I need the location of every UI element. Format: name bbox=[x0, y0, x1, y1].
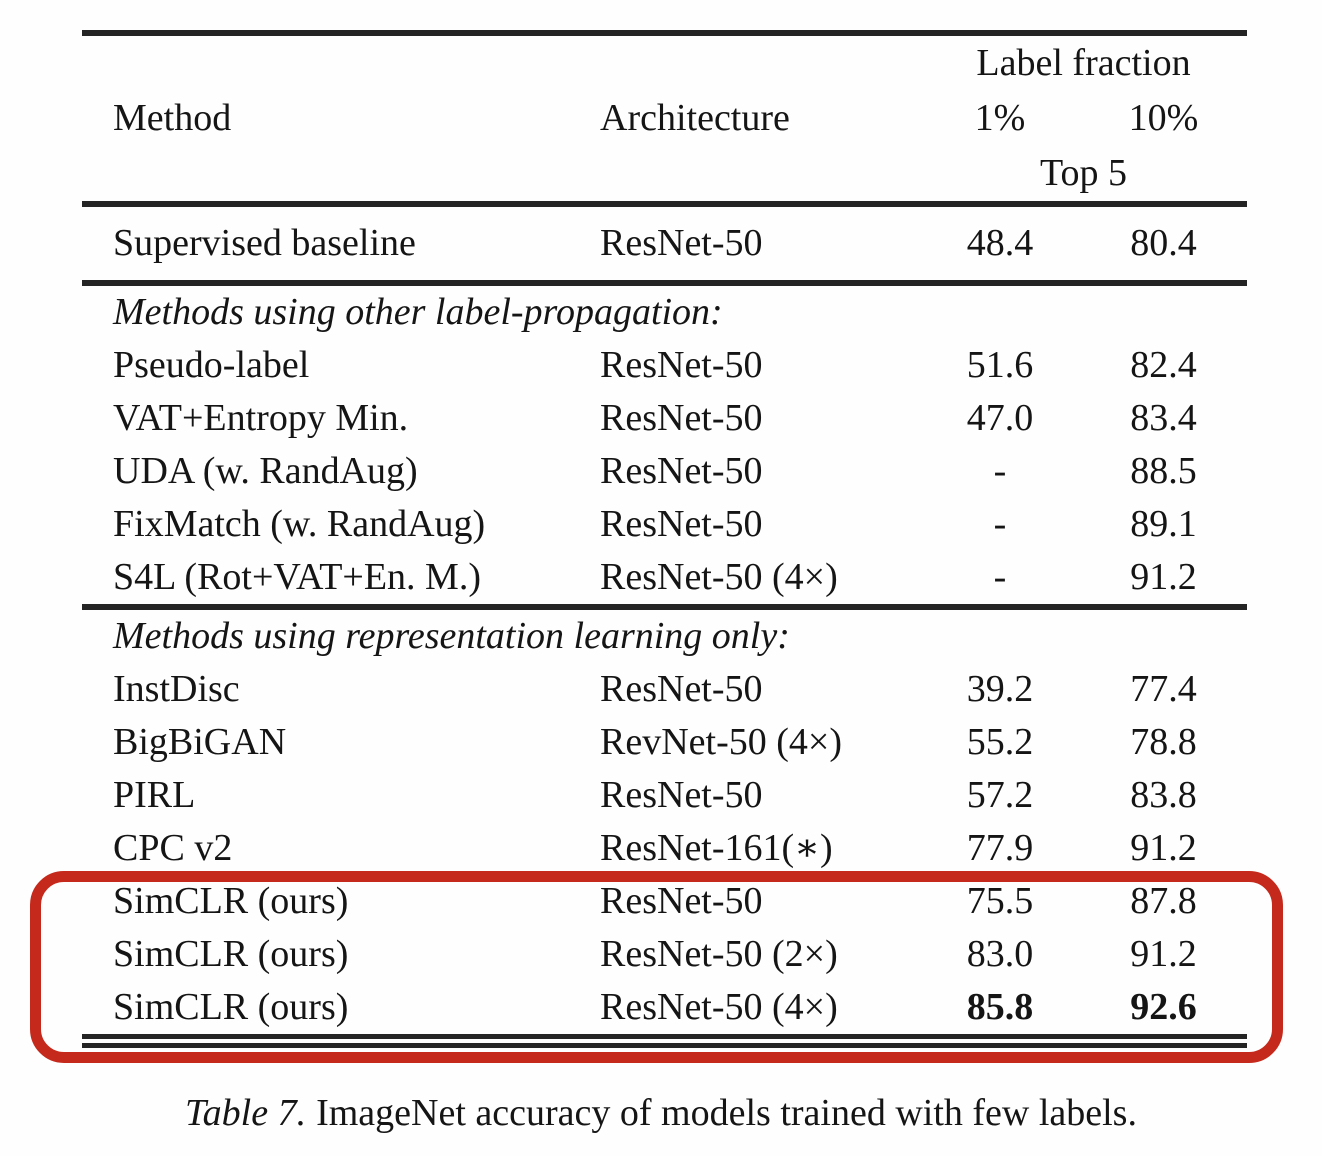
label-fraction-header: Label fraction bbox=[976, 42, 1191, 84]
cell-top5: 91.2 bbox=[1130, 827, 1197, 869]
cell-top5-best: 92.6 bbox=[1130, 986, 1197, 1028]
header-row-label-fraction: Label fraction bbox=[82, 33, 1247, 91]
cell-architecture: ResNet-50 bbox=[600, 222, 763, 264]
cell-method: InstDisc bbox=[113, 668, 240, 710]
cell-top1: 51.6 bbox=[966, 344, 1034, 386]
cell-method: BigBiGAN bbox=[113, 721, 287, 763]
cell-method: PIRL bbox=[113, 774, 196, 816]
table-row: PIRL ResNet-50 57.2 83.8 bbox=[82, 769, 1247, 822]
table-row: VAT+Entropy Min. ResNet-50 47.0 83.4 bbox=[82, 392, 1247, 445]
supervised-baseline-section: Supervised baseline ResNet-50 48.4 80.4 bbox=[82, 204, 1248, 283]
column-header-architecture: Architecture bbox=[600, 97, 790, 139]
cell-top1: - bbox=[993, 556, 1007, 598]
cell-top1: 47.0 bbox=[966, 397, 1034, 439]
cell-top5: 78.8 bbox=[1130, 721, 1197, 763]
cell-architecture: ResNet-50 (4×) bbox=[600, 986, 838, 1028]
table-row-simclr: SimCLR (ours) ResNet-50 (2×) 83.0 91.2 bbox=[82, 928, 1247, 981]
table-header: Label fraction Method Architecture 1% 10… bbox=[82, 33, 1248, 204]
cell-top1: 48.4 bbox=[966, 222, 1034, 264]
caption-text: ImageNet accuracy of models trained with… bbox=[316, 1092, 1137, 1134]
cell-method: SimCLR (ours) bbox=[113, 880, 349, 922]
cell-architecture: ResNet-50 bbox=[600, 774, 763, 816]
cell-method: SimCLR (ours) bbox=[113, 986, 349, 1028]
section-title: Methods using other label-propagation: bbox=[113, 291, 723, 333]
section-title: Methods using representation learning on… bbox=[113, 615, 790, 657]
cell-top1: - bbox=[993, 450, 1007, 492]
cell-method: SimCLR (ours) bbox=[113, 933, 349, 975]
table-row-simclr: SimCLR (ours) ResNet-50 (4×) 85.8 92.6 bbox=[82, 981, 1247, 1041]
table-row: UDA (w. RandAug) ResNet-50 - 88.5 bbox=[82, 445, 1247, 498]
table-caption: Table 7. ImageNet accuracy of models trai… bbox=[0, 1088, 1322, 1138]
cell-method: VAT+Entropy Min. bbox=[113, 397, 409, 439]
cell-architecture: RevNet-50 (4×) bbox=[600, 721, 842, 763]
column-header-10pct: 10% bbox=[1128, 97, 1199, 139]
cell-top1: 77.9 bbox=[966, 827, 1034, 869]
section-header-row: Methods using representation learning on… bbox=[82, 607, 1247, 663]
header-spacer bbox=[82, 33, 920, 91]
table-row: Pseudo-label ResNet-50 51.6 82.4 bbox=[82, 339, 1247, 392]
cell-top5: 88.5 bbox=[1130, 450, 1197, 492]
cell-architecture: ResNet-50 (4×) bbox=[600, 556, 838, 598]
results-table: Label fraction Method Architecture 1% 10… bbox=[82, 30, 1248, 1048]
cell-method: UDA (w. RandAug) bbox=[113, 450, 418, 492]
cell-top1: 83.0 bbox=[966, 933, 1034, 975]
cell-top5: 83.8 bbox=[1130, 774, 1197, 816]
caption-label: Table 7. bbox=[185, 1092, 307, 1134]
cell-top5: 87.8 bbox=[1130, 880, 1197, 922]
cell-top1: 39.2 bbox=[966, 668, 1034, 710]
table-row: Supervised baseline ResNet-50 48.4 80.4 bbox=[82, 204, 1247, 283]
table-row-simclr: SimCLR (ours) ResNet-50 75.5 87.8 bbox=[82, 875, 1247, 928]
table-row: CPC v2 ResNet-161(∗) 77.9 91.2 bbox=[82, 822, 1247, 875]
label-propagation-section: Methods using other label-propagation: P… bbox=[82, 283, 1248, 607]
cell-method: S4L (Rot+VAT+En. M.) bbox=[113, 556, 481, 598]
cell-architecture: ResNet-50 bbox=[600, 880, 763, 922]
cell-top5: 80.4 bbox=[1130, 222, 1197, 264]
header-row-top5: Top 5 bbox=[82, 146, 1247, 204]
cell-method: Pseudo-label bbox=[113, 344, 310, 386]
cell-architecture: ResNet-50 bbox=[600, 344, 763, 386]
cell-top5: 91.2 bbox=[1130, 556, 1197, 598]
table-row: InstDisc ResNet-50 39.2 77.4 bbox=[82, 663, 1247, 716]
cell-architecture: ResNet-50 bbox=[600, 397, 763, 439]
cell-architecture: ResNet-50 bbox=[600, 503, 763, 545]
cell-architecture: ResNet-50 bbox=[600, 450, 763, 492]
header-spacer bbox=[82, 146, 920, 204]
column-header-1pct: 1% bbox=[974, 97, 1026, 139]
column-header-method: Method bbox=[113, 97, 232, 139]
cell-top5: 83.4 bbox=[1130, 397, 1197, 439]
cell-top1: 55.2 bbox=[966, 721, 1034, 763]
cell-top5: 91.2 bbox=[1130, 933, 1197, 975]
section-header-row: Methods using other label-propagation: bbox=[82, 283, 1247, 339]
table-row: FixMatch (w. RandAug) ResNet-50 - 89.1 bbox=[82, 498, 1247, 551]
table-row: S4L (Rot+VAT+En. M.) ResNet-50 (4×) - 91… bbox=[82, 551, 1247, 607]
cell-top1: - bbox=[993, 503, 1007, 545]
cell-architecture: ResNet-161(∗) bbox=[600, 827, 833, 869]
header-row-columns: Method Architecture 1% 10% bbox=[82, 91, 1247, 146]
cell-top5: 82.4 bbox=[1130, 344, 1197, 386]
representation-learning-section: Methods using representation learning on… bbox=[82, 607, 1248, 1041]
cell-top1-best: 85.8 bbox=[966, 986, 1034, 1028]
cell-method: FixMatch (w. RandAug) bbox=[113, 503, 486, 545]
cell-top5: 89.1 bbox=[1130, 503, 1197, 545]
cell-top5: 77.4 bbox=[1130, 668, 1197, 710]
cell-architecture: ResNet-50 bbox=[600, 668, 763, 710]
cell-method: Supervised baseline bbox=[113, 222, 416, 264]
top5-header: Top 5 bbox=[1039, 152, 1128, 194]
cell-method: CPC v2 bbox=[113, 827, 233, 869]
cell-top1: 57.2 bbox=[966, 774, 1034, 816]
cell-architecture: ResNet-50 (2×) bbox=[600, 933, 838, 975]
table-row: BigBiGAN RevNet-50 (4×) 55.2 78.8 bbox=[82, 716, 1247, 769]
cell-top1: 75.5 bbox=[966, 880, 1034, 922]
